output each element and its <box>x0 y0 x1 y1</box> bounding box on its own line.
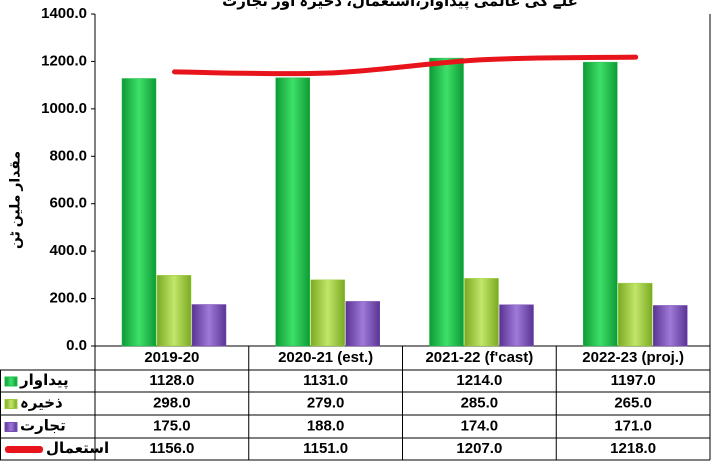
table-value: 1151.0 <box>303 440 348 457</box>
legend-label: پیداوار <box>19 372 69 390</box>
legend-label: ذخیرہ <box>20 394 63 411</box>
bar <box>618 282 653 347</box>
table-value: 174.0 <box>461 417 499 434</box>
table-value: 1128.0 <box>149 372 194 389</box>
y-tick-label: 0.0 <box>66 337 87 354</box>
table-value: 1156.0 <box>149 440 194 457</box>
y-tick-label: 800.0 <box>49 147 87 164</box>
legend-label: تجارت <box>20 417 66 434</box>
table-value: 265.0 <box>614 394 652 411</box>
table-value: 1214.0 <box>456 372 502 389</box>
bar <box>464 278 499 347</box>
y-axis-label: مقدار ملین ٹن <box>7 151 24 249</box>
legend-swatch <box>4 376 18 387</box>
table-value: 1218.0 <box>610 440 656 457</box>
bar <box>653 305 688 347</box>
bar <box>429 57 464 347</box>
bar <box>121 78 157 347</box>
x-tick-label: 2019-20 <box>144 349 199 366</box>
table-value: 1207.0 <box>456 440 502 457</box>
y-tick-label: 1200.0 <box>41 52 87 69</box>
y-tick-label: 400.0 <box>49 242 87 259</box>
bar <box>583 61 618 347</box>
line <box>172 54 639 77</box>
y-tick-label: 600.0 <box>49 195 87 212</box>
table-value: 188.0 <box>307 417 345 434</box>
table-value: 298.0 <box>153 394 191 411</box>
table-value: 171.0 <box>614 417 652 434</box>
table-value: 285.0 <box>461 394 499 411</box>
legend-swatch <box>4 399 18 409</box>
bar <box>156 275 192 347</box>
chart-title: غلے کی عالمی پیداوار،استعمال، ذخیرہ اور … <box>222 0 578 11</box>
y-tick-label: 200.0 <box>49 290 87 307</box>
bar <box>191 304 227 347</box>
y-tick-label: 1400.0 <box>41 5 87 22</box>
table-value: 1197.0 <box>611 372 656 389</box>
table-value: 279.0 <box>307 394 345 411</box>
bar <box>275 77 310 347</box>
table-value: 1131.0 <box>303 372 348 389</box>
x-tick-label: 2021-22 (f'cast) <box>425 349 533 366</box>
legend-swatch <box>5 446 43 453</box>
bar <box>499 304 534 347</box>
bar <box>345 301 380 347</box>
x-tick-label: 2020-21 (est.) <box>278 349 373 366</box>
x-tick-label: 2022-23 (proj.) <box>582 349 684 366</box>
table-value: 175.0 <box>153 417 191 434</box>
legend-swatch <box>4 422 18 432</box>
y-tick-label: 1000.0 <box>41 100 87 117</box>
bar <box>310 279 345 347</box>
legend-label: استعمال <box>46 440 109 457</box>
